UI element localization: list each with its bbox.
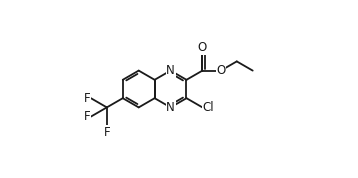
Text: N: N [166,101,175,114]
Text: F: F [84,92,91,105]
Text: O: O [198,41,207,54]
Text: F: F [103,126,110,139]
Text: F: F [84,110,91,123]
Text: Cl: Cl [202,101,214,114]
Text: O: O [216,64,226,77]
Text: N: N [166,64,175,77]
